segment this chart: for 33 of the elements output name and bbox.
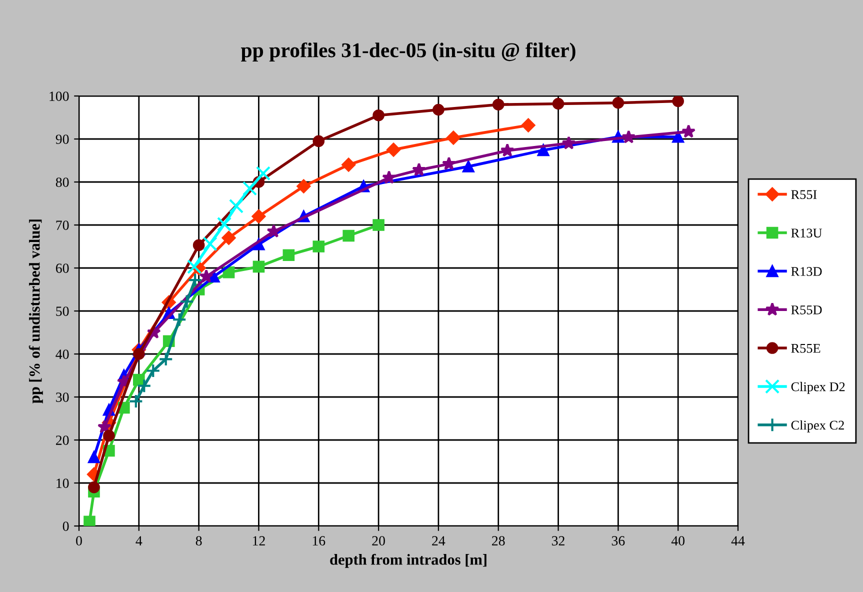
legend-label: Clipex D2	[791, 382, 845, 394]
y-tick-label: 20	[56, 436, 69, 445]
x-tick-label: 8	[196, 536, 202, 546]
y-tick-label: 0	[62, 522, 69, 531]
legend-label: R13D	[791, 267, 822, 276]
legend-label: R55I	[791, 190, 817, 200]
x-tick-label: 32	[552, 536, 564, 546]
x-tick-label: 24	[432, 536, 446, 546]
y-tick-label: 40	[56, 350, 69, 359]
y-tick-label: 10	[56, 478, 69, 488]
y-tick-label: 90	[56, 134, 69, 144]
y-axis-title: pp [% of undisturbed value]	[28, 220, 43, 404]
x-tick-label: 44	[731, 536, 745, 546]
x-axis-title: depth from intrados [m]	[330, 554, 486, 568]
x-tick-label: 28	[492, 536, 505, 546]
y-tick-label: 50	[56, 306, 69, 316]
x-tick-label: 40	[671, 536, 685, 546]
legend-label: R55E	[791, 344, 820, 353]
x-tick-label: 12	[253, 536, 265, 546]
x-tick-label: 16	[312, 536, 326, 546]
y-tick-label: 60	[56, 264, 69, 273]
x-tick-label: 20	[372, 536, 385, 546]
x-tick-label: 4	[136, 536, 142, 546]
legend-label: R55D	[791, 306, 822, 314]
y-tick-label: 70	[56, 220, 69, 230]
x-tick-label: 0	[76, 536, 82, 546]
y-tick-label: 30	[56, 392, 69, 402]
chart-title: pp profiles 31-dec-05 (in-situ @ filter)	[241, 42, 576, 62]
legend-label: Clipex C2	[791, 420, 844, 432]
y-tick-label: 80	[56, 178, 69, 187]
legend-label: R13U	[791, 228, 822, 238]
y-tick-label: 100	[50, 92, 69, 101]
x-tick-label: 36	[612, 536, 625, 546]
